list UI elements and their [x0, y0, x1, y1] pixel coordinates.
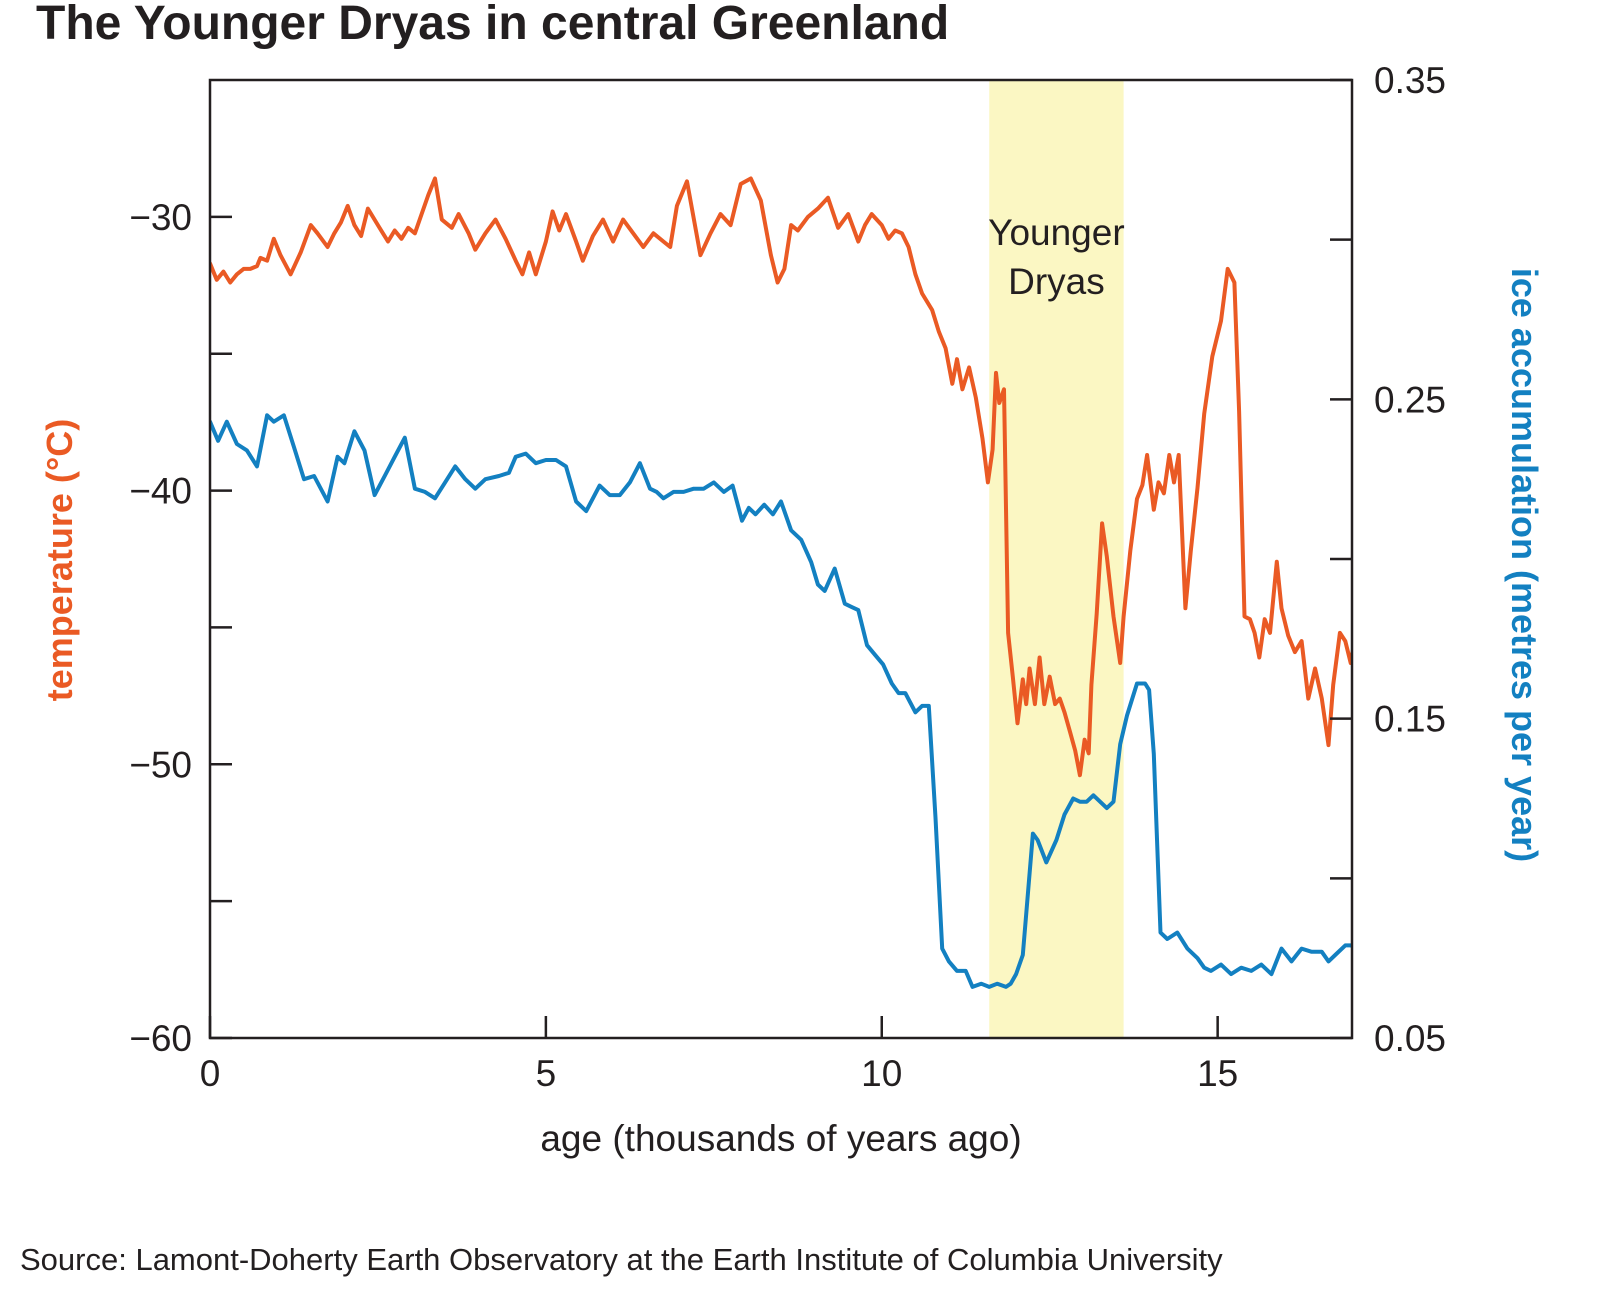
- plot-frame: [208, 78, 1354, 1040]
- younger-dryas-label-line1: Younger: [988, 212, 1125, 253]
- ice-accumulation-series-line: [210, 413, 1352, 989]
- source-note: Source: Lamont-Doherty Earth Observatory…: [20, 1242, 1223, 1277]
- x-axis-label: age (thousands of years ago): [540, 1118, 1021, 1159]
- y-right-tick-label: 0.15: [1374, 699, 1446, 740]
- y-left-tick-label: −60: [129, 1018, 192, 1059]
- y-right-tick-label: 0.25: [1374, 379, 1446, 420]
- labels-layer: 0 5 10 15 −30 −40 −50 −60 0.35 0.25 0.15 0.05: [129, 60, 1446, 1094]
- x-tick-label: 5: [536, 1053, 557, 1094]
- y-left-tick-label: −30: [129, 197, 192, 238]
- x-tick-label: 10: [861, 1053, 902, 1094]
- y-right-tick-label: 0.05: [1374, 1018, 1446, 1059]
- chart-title: The Younger Dryas in central Greenland: [36, 0, 950, 50]
- younger-dryas-label-line2: Dryas: [1008, 261, 1105, 302]
- x-tick-label: 0: [200, 1053, 221, 1094]
- y-left-tick-label: −50: [129, 744, 192, 785]
- y-right-tick-label: 0.35: [1374, 60, 1446, 101]
- x-tick-label: 15: [1197, 1053, 1238, 1094]
- series-layer: [210, 176, 1352, 989]
- right-axis-label: ice accumulation (metres per year): [1504, 268, 1545, 862]
- left-axis-label: temperature (°C): [39, 419, 80, 701]
- temperature-series-line: [210, 176, 1352, 778]
- ticks-layer: [208, 78, 1352, 1040]
- y-left-tick-label: −40: [129, 471, 192, 512]
